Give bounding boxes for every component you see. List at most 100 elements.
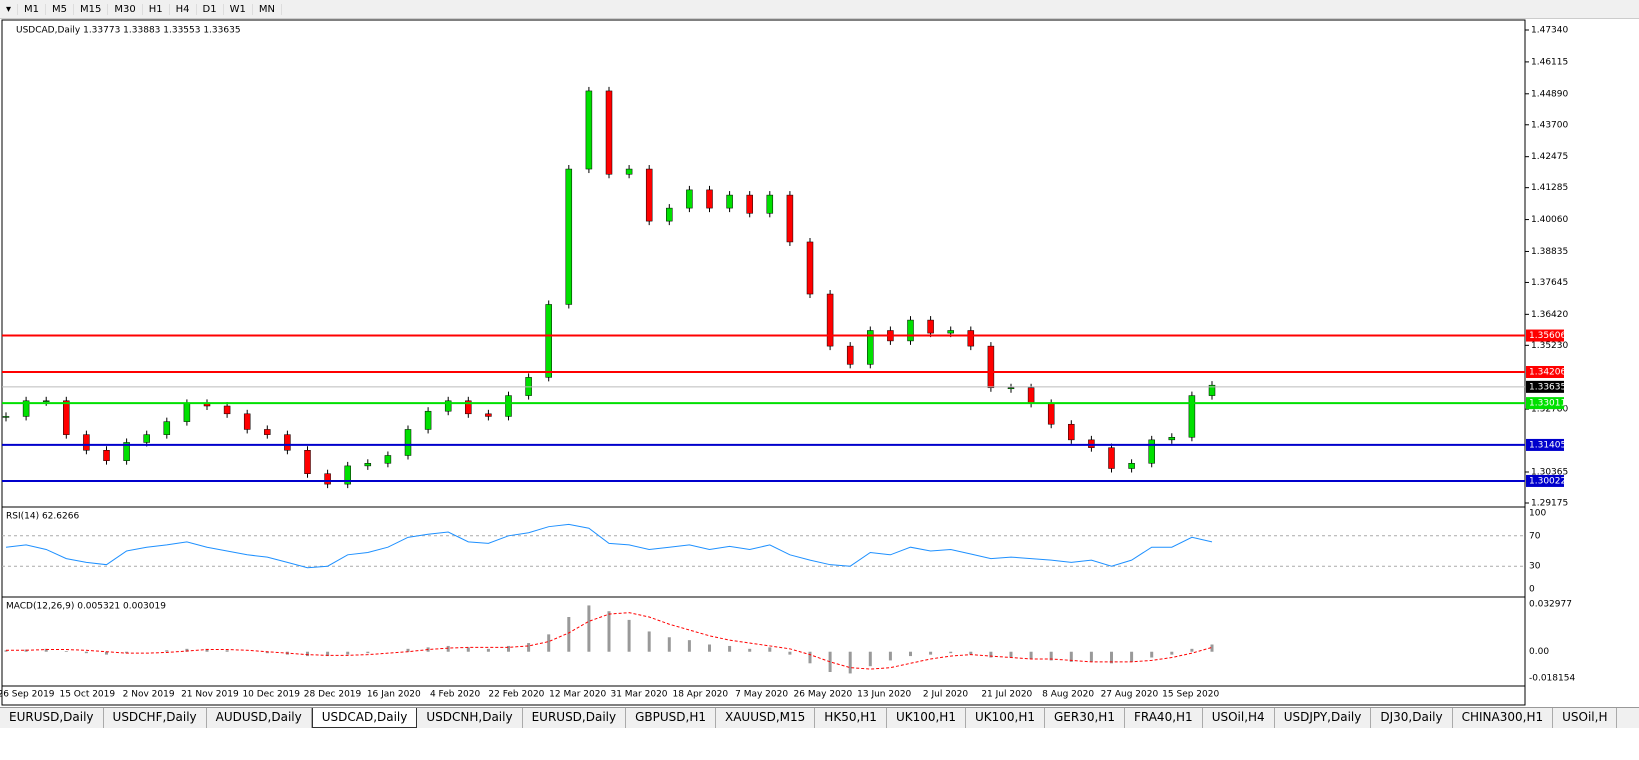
current-price-box bbox=[1526, 380, 1564, 393]
price-label: 1.29175 bbox=[1531, 499, 1568, 509]
candle bbox=[766, 194, 774, 214]
candle bbox=[987, 345, 995, 389]
date-label: 26 Sep 2019 bbox=[0, 690, 55, 700]
chart-tab[interactable]: GBPUSD,H1 bbox=[626, 708, 716, 728]
macd-tick-label: 0.00 bbox=[1529, 647, 1549, 657]
candle bbox=[947, 330, 954, 334]
date-label: 2 Jul 2020 bbox=[923, 690, 968, 700]
candle bbox=[63, 400, 70, 435]
candle bbox=[625, 168, 633, 175]
chart-tab[interactable]: EURUSD,Daily bbox=[0, 708, 104, 728]
candle bbox=[83, 434, 90, 451]
chart-tab[interactable]: GER30,H1 bbox=[1045, 708, 1125, 728]
candle bbox=[686, 189, 693, 209]
chart-tab[interactable]: HK50,H1 bbox=[815, 708, 887, 728]
chart-tab[interactable]: UK100,H1 bbox=[887, 708, 966, 728]
candle bbox=[1047, 403, 1055, 425]
date-label: 26 May 2020 bbox=[794, 690, 853, 700]
candle bbox=[344, 465, 351, 485]
chart-tab[interactable]: USOil,H bbox=[1553, 708, 1618, 728]
timeframe-button[interactable]: D1 bbox=[197, 3, 224, 15]
candle bbox=[123, 442, 130, 461]
chart-tab[interactable]: USOil,H4 bbox=[1203, 708, 1275, 728]
candle bbox=[746, 194, 753, 214]
date-label: 15 Oct 2019 bbox=[59, 690, 115, 700]
macd-tick-label: 0.032977 bbox=[1529, 600, 1572, 610]
timeframe-button[interactable]: H1 bbox=[143, 3, 170, 15]
candle bbox=[22, 400, 30, 417]
timeframe-button[interactable]: MN bbox=[253, 3, 282, 15]
chart-tab[interactable]: AUDUSD,Daily bbox=[207, 708, 312, 728]
candle bbox=[806, 241, 814, 295]
macd-tick-label: -0.018154 bbox=[1529, 674, 1575, 684]
candle bbox=[324, 473, 331, 485]
chart-tab[interactable]: UK100,H1 bbox=[966, 708, 1045, 728]
price-label: 1.37645 bbox=[1531, 278, 1568, 288]
date-label: 27 Aug 2020 bbox=[1101, 690, 1159, 700]
date-label: 4 Feb 2020 bbox=[430, 690, 481, 700]
level-label: 1.30022 bbox=[1529, 476, 1566, 486]
date-label: 8 Aug 2020 bbox=[1042, 690, 1094, 700]
candle bbox=[304, 450, 311, 474]
candle bbox=[1128, 463, 1135, 469]
candle bbox=[1027, 387, 1035, 404]
price-label: 1.30365 bbox=[1531, 468, 1568, 478]
chart-tab[interactable]: USDCNH,Daily bbox=[417, 708, 523, 728]
candle bbox=[786, 194, 794, 243]
candle bbox=[605, 90, 613, 175]
candle bbox=[223, 405, 231, 415]
chart-tab[interactable]: USDCAD,Daily bbox=[311, 708, 418, 728]
timeframe-button[interactable]: W1 bbox=[224, 3, 253, 15]
current-price-label: 1.33635 bbox=[1529, 382, 1566, 392]
candle bbox=[565, 168, 573, 305]
candle bbox=[1148, 439, 1155, 464]
candle bbox=[103, 450, 110, 461]
candle bbox=[364, 463, 372, 467]
timeframe-button[interactable]: M5 bbox=[46, 3, 75, 15]
rsi-header: RSI(14) 62.6266 bbox=[6, 512, 79, 522]
date-label: 21 Nov 2019 bbox=[181, 690, 239, 700]
chart: USDCAD,Daily 1.33773 1.33883 1.33553 1.3… bbox=[0, 19, 1575, 706]
level-label-box bbox=[1526, 329, 1564, 342]
chart-tab[interactable]: DJ30,Daily bbox=[1371, 708, 1453, 728]
timeframe-button[interactable]: M1 bbox=[18, 3, 47, 15]
price-label: 1.47340 bbox=[1531, 26, 1568, 36]
candle bbox=[163, 421, 171, 435]
chart-header: USDCAD,Daily 1.33773 1.33883 1.33553 1.3… bbox=[16, 26, 241, 36]
chart-tab[interactable]: CHINA300,H1 bbox=[1453, 708, 1554, 728]
candle bbox=[183, 403, 191, 422]
rsi-tick-label: 100 bbox=[1529, 509, 1546, 519]
candle bbox=[1108, 447, 1115, 469]
chart-tab[interactable]: EURUSD,Daily bbox=[523, 708, 627, 728]
candle bbox=[1188, 395, 1196, 438]
candle bbox=[967, 330, 975, 347]
candle bbox=[284, 434, 291, 451]
price-label: 1.40060 bbox=[1531, 215, 1568, 225]
timeframe-button[interactable]: H4 bbox=[170, 3, 197, 15]
candle bbox=[404, 429, 412, 456]
chart-tab[interactable]: USDJPY,Daily bbox=[1275, 708, 1372, 728]
price-label: 1.32780 bbox=[1531, 405, 1568, 415]
candle bbox=[645, 168, 653, 222]
price-label: 1.35230 bbox=[1531, 341, 1568, 351]
macd-header: MACD(12,26,9) 0.005321 0.003019 bbox=[6, 602, 166, 612]
chart-frame bbox=[1, 19, 1526, 706]
chart-tab[interactable]: USDCHF,Daily bbox=[104, 708, 207, 728]
candle bbox=[485, 413, 492, 417]
menu-icon[interactable]: ▾ bbox=[0, 3, 19, 15]
timeframe-button[interactable]: M30 bbox=[108, 3, 143, 15]
chart-tab[interactable]: FRA40,H1 bbox=[1125, 708, 1203, 728]
candle bbox=[1068, 423, 1075, 441]
level-label: 1.34206 bbox=[1529, 367, 1566, 377]
candle bbox=[1088, 439, 1095, 448]
rsi-tick-label: 30 bbox=[1529, 562, 1541, 572]
level-label-box bbox=[1526, 397, 1564, 410]
price-label: 1.41285 bbox=[1531, 183, 1568, 193]
candle bbox=[706, 189, 713, 209]
rsi-tick-label: 0 bbox=[1529, 585, 1535, 595]
timeframe-button[interactable]: M15 bbox=[74, 3, 109, 15]
chart-tab[interactable]: XAUUSD,M15 bbox=[716, 708, 816, 728]
level-label-box bbox=[1526, 365, 1564, 378]
price-label: 1.44890 bbox=[1531, 89, 1568, 99]
